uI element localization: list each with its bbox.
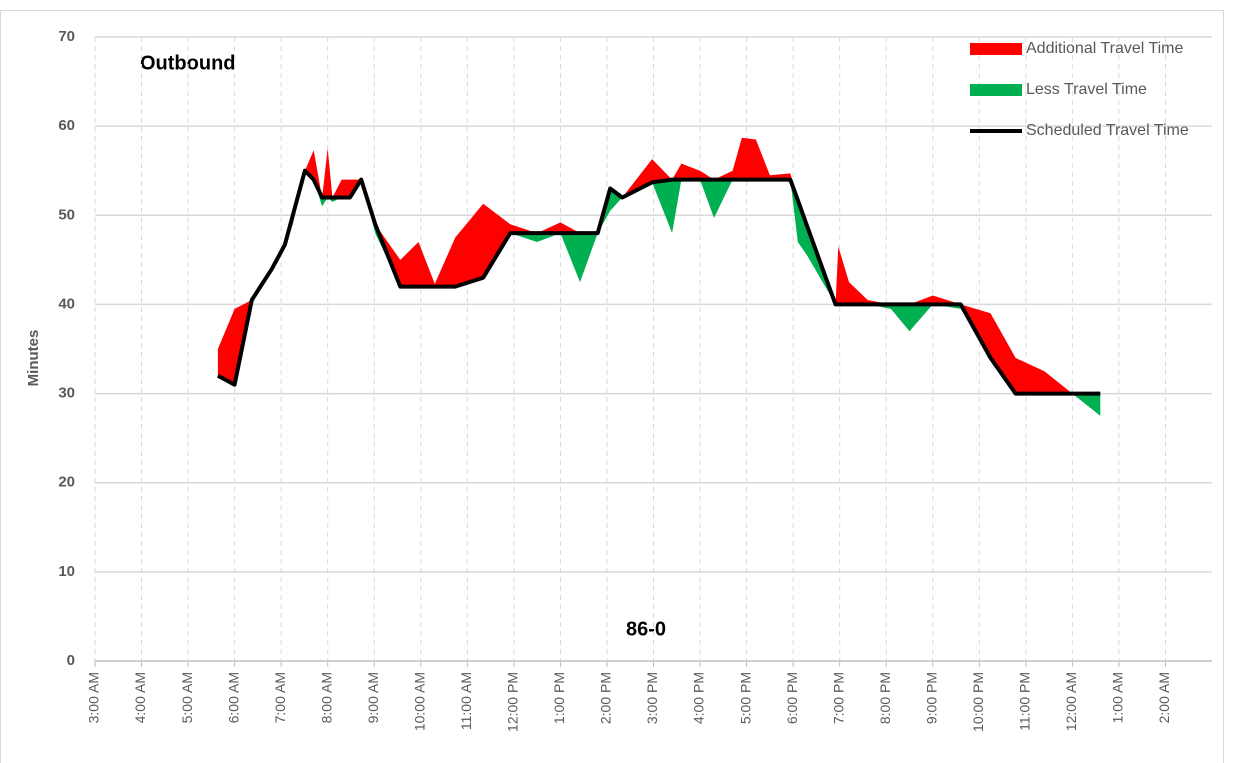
legend-label: Additional Travel Time (1026, 40, 1184, 57)
legend-swatch (970, 43, 1022, 55)
annotation: 86-0 (626, 618, 666, 640)
y-tick-label: 40 (58, 295, 75, 312)
line (216, 168, 1101, 396)
x-tick-label: 2:00 AM (1156, 672, 1172, 723)
x-tick-label: 9:00 PM (923, 672, 939, 724)
x-tick-label: 9:00 AM (365, 672, 381, 723)
chart-frame (0, 10, 1224, 763)
y-tick-label: 50 (58, 206, 75, 223)
legend-label: Less Travel Time (1026, 81, 1147, 98)
x-tick-label: 11:00 PM (1017, 672, 1033, 731)
x-tick-label: 12:00 AM (1063, 672, 1079, 731)
x-tick-label: 10:00 PM (970, 672, 986, 732)
y-tick-label: 30 (58, 385, 75, 402)
area (217, 170, 1101, 416)
y-tick-label: 0 (67, 652, 75, 669)
x-tick-label: 6:00 PM (784, 672, 800, 724)
x-tick-label: 4:00 AM (132, 672, 148, 723)
x-tick-label: 10:00 AM (411, 672, 427, 731)
x-tick-label: 1:00 AM (1110, 672, 1126, 723)
x-tick-label: 7:00 AM (272, 672, 288, 723)
x-tick-label: 11:00 AM (458, 672, 474, 730)
x-tick-label: 5:00 PM (737, 672, 753, 724)
area (217, 137, 1101, 394)
x-tick-label: 3:00 PM (644, 672, 660, 724)
x-tick-label: 5:00 AM (179, 672, 195, 723)
legend-label: Scheduled Travel Time (1026, 122, 1189, 139)
y-axis-label: Minutes (25, 330, 42, 387)
y-tick-label: 20 (58, 474, 75, 491)
x-tick-label: 1:00 PM (551, 672, 567, 724)
x-tick-label: 3:00 AM (86, 672, 102, 723)
x-tick-label: 8:00 AM (318, 672, 334, 723)
x-tick-label: 2:00 PM (598, 672, 614, 724)
x-tick-label: 4:00 PM (691, 672, 707, 724)
y-tick-label: 60 (58, 117, 75, 134)
y-tick-label: 10 (58, 563, 75, 580)
x-tick-label: 8:00 PM (877, 672, 893, 724)
y-tick-label: 70 (58, 28, 75, 45)
x-tick-label: 7:00 PM (830, 672, 846, 724)
x-tick-label: 12:00 PM (505, 672, 521, 732)
legend-swatch (970, 84, 1022, 96)
annotation: Outbound (140, 52, 236, 74)
x-tick-label: 6:00 AM (225, 672, 241, 723)
